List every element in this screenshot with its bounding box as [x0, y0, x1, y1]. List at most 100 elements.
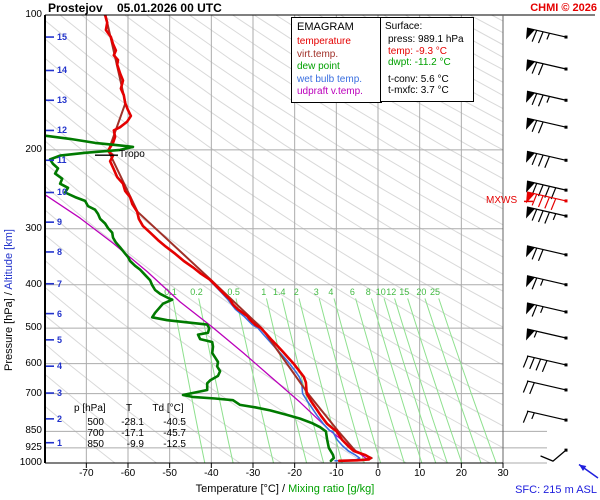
- dry-adiabat-line: [45, 259, 324, 463]
- wind-barb-full: [531, 120, 538, 132]
- wind-barb: [526, 27, 568, 44]
- tropopause-label: Tropo: [119, 149, 145, 160]
- x-tick-label: -10: [329, 468, 344, 479]
- legend-item: udpraft v.temp.: [297, 86, 363, 98]
- legend-box: EMAGRAM temperature virt.temp. dew point we…: [291, 17, 382, 103]
- wind-barb-half: [552, 213, 557, 221]
- altitude-tick-label: 2: [57, 413, 63, 424]
- dry-adiabat-line: [145, 15, 503, 242]
- pressure-tick-label: 700: [25, 387, 42, 399]
- x-tick-label: -30: [245, 468, 261, 479]
- table-cell: -45.7: [163, 428, 186, 439]
- dry-adiabat-line: [340, 15, 503, 110]
- table-header-cell: T: [125, 403, 133, 414]
- annotation-lines: [95, 154, 533, 203]
- mixing-ratio-lines: 0.1 0.2 0.5 1 1.4 2 3 4 6 8 10 12 15 20 25: [164, 287, 497, 463]
- y-axis-label: Pressure [hPa] / Altitude [km]: [3, 229, 15, 371]
- table-header-row: p [hPa] T Td [°C]: [74, 403, 194, 414]
- wind-barb-full: [537, 31, 544, 44]
- legend-item: temperature: [297, 36, 351, 47]
- x-tick-label: -40: [204, 468, 219, 479]
- wind-barb-full: [529, 357, 535, 370]
- wind-barb-pennant: [526, 91, 535, 103]
- x-axis-temperature-label: Temperature [°C]: [195, 483, 279, 495]
- wind-barb-full: [531, 247, 538, 260]
- table-row: 500 -28.1 -40.5: [74, 417, 194, 428]
- altitude-tick-label: 12: [57, 125, 68, 136]
- dry-adiabat-line: [469, 15, 503, 34]
- wind-barb-half: [533, 331, 538, 338]
- altitude-tick-label: 9: [57, 217, 63, 228]
- x-tick-label: 10: [414, 468, 426, 479]
- dry-adiabat-line: [491, 15, 503, 22]
- wind-barb-full: [544, 156, 550, 168]
- wind-barb-pennant: [526, 181, 535, 193]
- surface-box-title: Surface:: [385, 21, 423, 32]
- mixing-ratio-clipped: [172, 298, 497, 463]
- sounding-datetime: 05.01.2026 00 UTC: [117, 1, 222, 15]
- dry-adiabat-line: [124, 15, 503, 258]
- dry-adiabat-line: [167, 15, 503, 226]
- wind-barb-shaft: [526, 245, 567, 256]
- wind-barb: [526, 150, 568, 168]
- wind-barb-half: [546, 96, 550, 103]
- wind-barb-pennant: [526, 191, 535, 204]
- dry-adiabat-line: [45, 19, 503, 328]
- altitude-tick-label: 14: [57, 65, 68, 76]
- mixing-ratio-line: [394, 298, 448, 463]
- dry-adiabat-line: [513, 15, 600, 463]
- mixing-ratio-line: [198, 298, 234, 463]
- mixing-ratio-line: [333, 298, 382, 463]
- wet-bulb-temp--curve: [208, 278, 361, 462]
- mixing-ratio-label: 2: [294, 287, 299, 297]
- x-tick-label: 30: [497, 468, 509, 479]
- dry-adiabat-line: [45, 405, 116, 463]
- altitude-tick-label: 7: [57, 278, 63, 289]
- wind-barb-full: [531, 209, 538, 221]
- wind-barb-shaft: [526, 59, 567, 70]
- wind-barb-pennant: [526, 245, 535, 258]
- surface-elevation-label: SFC: 215 m ASL: [515, 484, 597, 496]
- wind-barb-full: [531, 93, 538, 106]
- table-cell: -40.5: [163, 417, 186, 428]
- wind-barb-shaft: [526, 150, 567, 161]
- wind-barb-shaft: [526, 180, 567, 191]
- wind-barb-column: [522, 27, 599, 479]
- mixing-ratio-line: [407, 298, 463, 463]
- mixing-ratio-line: [281, 298, 325, 463]
- surface-value: t-conv: 5.6 °C: [388, 73, 449, 85]
- wind-barb: [526, 275, 568, 290]
- wind-barb: [526, 117, 568, 134]
- wind-barb-pennant: [526, 28, 535, 40]
- wind-barb-full: [537, 249, 544, 262]
- wind-barb: [526, 245, 568, 262]
- wind-barb-shaft: [526, 27, 567, 38]
- mixing-ratio-label: 10: [376, 287, 386, 297]
- altitude-tick-label: 4: [57, 361, 63, 372]
- mixing-ratio-label: 1.4: [273, 287, 286, 297]
- wind-barb-shaft: [526, 380, 567, 391]
- wind-barb-pennant: [526, 275, 535, 288]
- pressure-tick-label: 600: [25, 357, 42, 369]
- wind-barb: [540, 448, 568, 462]
- x-tick-label: -70: [79, 468, 94, 479]
- mixing-ratio-line: [235, 298, 274, 463]
- wind-barb-full: [537, 63, 544, 76]
- wind-barb-full: [537, 195, 544, 208]
- altitude-tick-label: 10: [57, 187, 68, 198]
- wind-barb: [522, 410, 568, 423]
- wind-barb-full: [531, 277, 538, 290]
- surface-value: press: 989.1 hPa: [388, 34, 464, 45]
- pressure-tick-label: 200: [25, 143, 42, 155]
- table-header-cell: p [hPa]: [74, 403, 106, 414]
- altitude-tick-label: 11: [57, 155, 67, 166]
- wind-barb-pennant: [526, 60, 535, 72]
- mixing-ratio-label: 1: [261, 287, 266, 297]
- surface-info-box: Surface: press: 989.1 hPa temp: -9.3 °C dw…: [380, 17, 474, 102]
- mixing-ratio-label: 6: [350, 287, 355, 297]
- wind-barb-full: [537, 210, 544, 223]
- wind-barb-pennant: [526, 151, 535, 163]
- table-cell: 850: [87, 439, 104, 450]
- wind-barb-pennant: [526, 329, 535, 341]
- station-name: Prostejov: [48, 1, 103, 15]
